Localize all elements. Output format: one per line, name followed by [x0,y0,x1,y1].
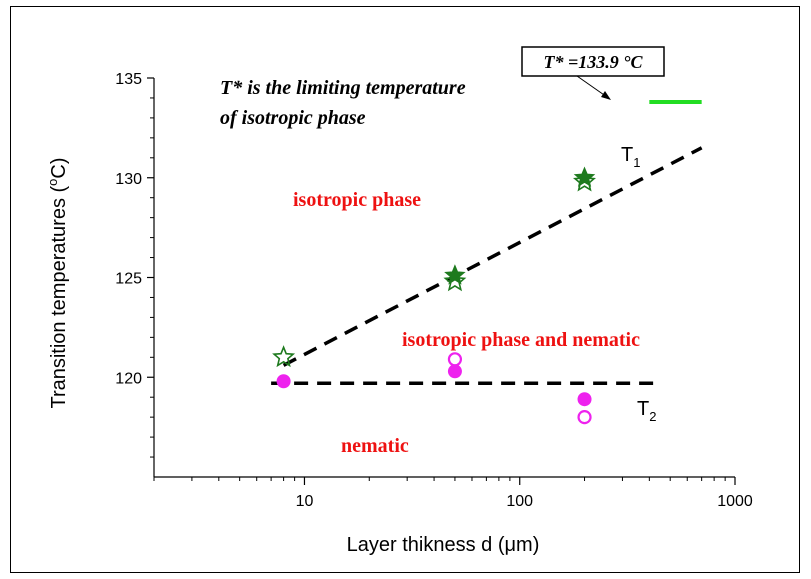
circle-filled-point [447,364,462,379]
t1-label: T1 [621,144,640,170]
x-tick-label: 1000 [717,493,753,510]
circle-filled-point [577,392,592,407]
tstar-box-label: T* =133.9 °C [544,52,644,72]
x-tick-label: 100 [506,493,533,510]
star-filled-point [444,264,466,285]
circle-open-point [577,410,592,425]
data-points [272,166,596,425]
star-open-point [272,345,296,368]
star-filled-point [573,166,596,187]
star-open-point [572,169,596,192]
y-axis-label: Transition temperatures (oC) [45,157,70,408]
y-tick-label: 125 [115,271,142,288]
x-tick-label: 10 [296,493,314,510]
ticks: 120 125 130 135 10 100 1000 [115,71,753,510]
y-tick-label: 135 [115,71,142,88]
note-line-2: of isotropic phase [220,107,366,129]
labels: Layer thikness d (μm) Transition tempera… [45,46,665,556]
circle-open-point [447,352,463,367]
note-line-1: T* is the limiting temperature [220,77,466,99]
x-axis-label: Layer thikness d (μm) [347,534,540,556]
region-mixed-label: isotropic phase and nematic [402,329,640,351]
y-tick-label: 120 [115,370,142,387]
y-tick-label: 130 [115,171,142,188]
fit-lines [271,99,703,385]
t2-label: T2 [637,398,656,424]
tstar-box [521,46,665,77]
circle-filled-point [276,374,291,389]
region-isotropic-label: isotropic phase [293,189,421,211]
tstar-arrow [576,75,608,98]
line-t1 [282,146,703,367]
region-nematic-label: nematic [341,435,409,457]
tstar-callout: T* =133.9 °C [521,46,665,100]
tstar-arrowhead [601,91,611,100]
star-open-point [443,269,467,292]
